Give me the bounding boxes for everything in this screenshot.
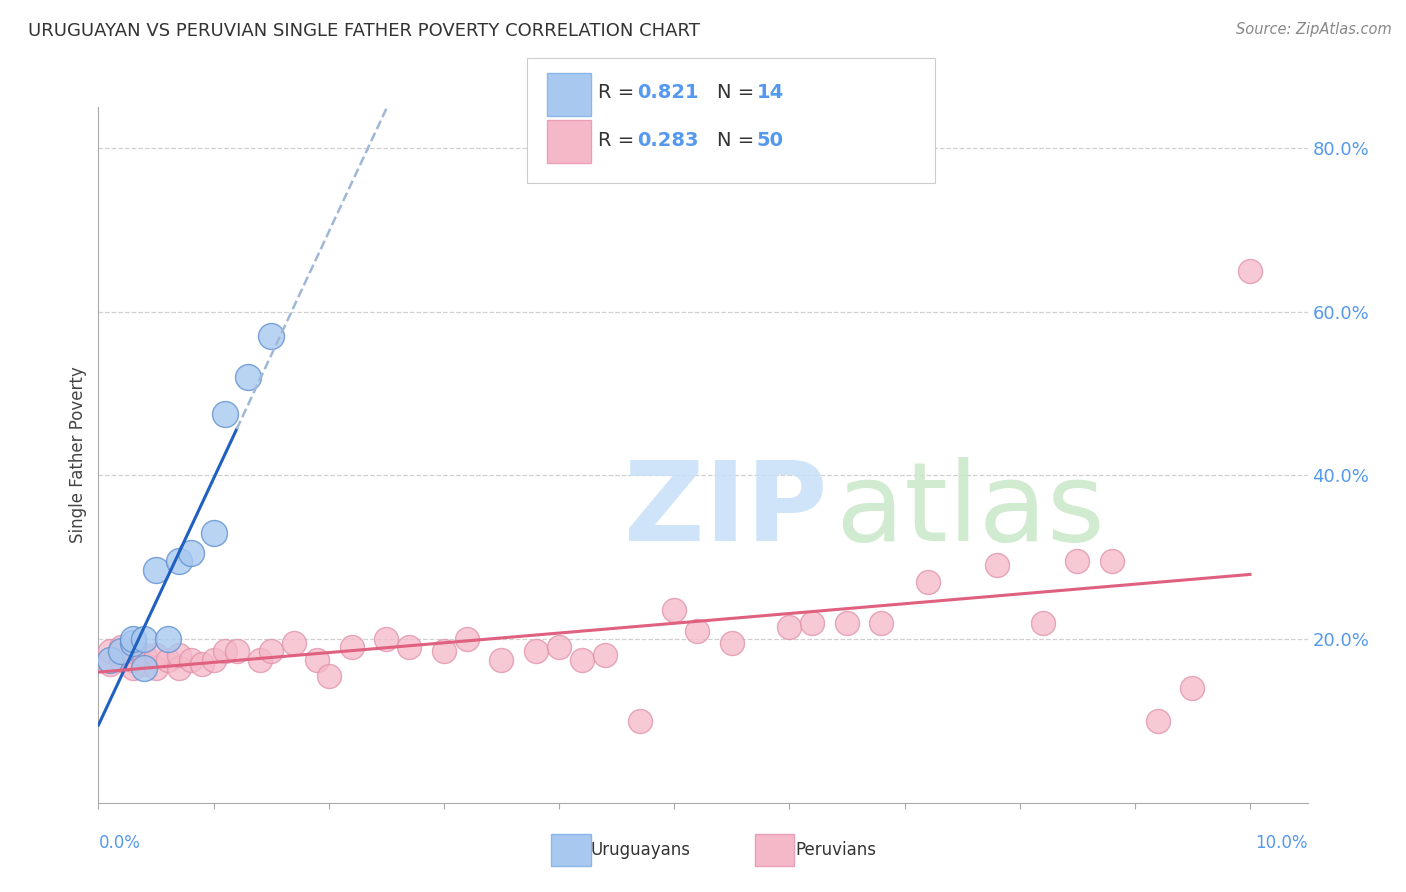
Point <box>122 632 145 646</box>
Point <box>491 652 513 666</box>
Point <box>433 644 456 658</box>
Point <box>375 632 398 646</box>
Point <box>249 652 271 666</box>
Point <box>98 657 121 671</box>
Text: Peruvians: Peruvians <box>796 841 877 859</box>
Point <box>134 632 156 646</box>
Point <box>134 648 156 663</box>
Point <box>122 661 145 675</box>
Point <box>202 652 225 666</box>
Point <box>167 648 190 663</box>
Point <box>1239 264 1261 278</box>
Point <box>1066 554 1088 568</box>
Text: 0.283: 0.283 <box>637 131 699 151</box>
Point <box>236 370 259 384</box>
Text: ZIP: ZIP <box>624 457 828 564</box>
Point <box>720 636 742 650</box>
Point <box>156 652 179 666</box>
Point <box>214 644 236 658</box>
Point <box>801 615 824 630</box>
Point <box>225 644 247 658</box>
Point <box>180 652 202 666</box>
Y-axis label: Single Father Poverty: Single Father Poverty <box>69 367 87 543</box>
Point <box>145 562 167 576</box>
Point <box>180 546 202 560</box>
Point <box>214 407 236 421</box>
Text: 50: 50 <box>756 131 783 151</box>
Point <box>318 669 340 683</box>
Point <box>110 652 132 666</box>
Point <box>202 525 225 540</box>
Text: atlas: atlas <box>624 457 1105 564</box>
Point <box>664 603 686 617</box>
Text: 14: 14 <box>756 83 783 103</box>
Point <box>398 640 420 655</box>
Text: R =: R = <box>598 131 640 151</box>
Point <box>986 558 1008 573</box>
Point <box>98 652 121 666</box>
Point <box>156 632 179 646</box>
Point <box>98 644 121 658</box>
Text: 0.0%: 0.0% <box>98 834 141 852</box>
Text: N =: N = <box>717 83 761 103</box>
Point <box>260 329 283 343</box>
Text: N =: N = <box>717 131 761 151</box>
Point <box>1181 681 1204 696</box>
Point <box>456 632 478 646</box>
Point <box>548 640 571 655</box>
Point <box>167 554 190 568</box>
Point <box>145 661 167 675</box>
Point <box>134 661 156 675</box>
Text: URUGUAYAN VS PERUVIAN SINGLE FATHER POVERTY CORRELATION CHART: URUGUAYAN VS PERUVIAN SINGLE FATHER POVE… <box>28 22 700 40</box>
Point <box>145 648 167 663</box>
Point <box>110 640 132 655</box>
Point <box>686 624 709 638</box>
Point <box>1101 554 1123 568</box>
Point <box>524 644 547 658</box>
Point <box>628 714 651 728</box>
Point <box>571 652 593 666</box>
Point <box>122 636 145 650</box>
Point <box>778 620 800 634</box>
Text: 0.821: 0.821 <box>637 83 699 103</box>
Point <box>835 615 858 630</box>
Text: Uruguayans: Uruguayans <box>591 841 690 859</box>
Point <box>122 644 145 658</box>
Point <box>122 652 145 666</box>
Point <box>110 644 132 658</box>
Point <box>283 636 305 650</box>
Text: Source: ZipAtlas.com: Source: ZipAtlas.com <box>1236 22 1392 37</box>
Point <box>870 615 893 630</box>
Point <box>191 657 214 671</box>
Point <box>260 644 283 658</box>
Point <box>917 574 939 589</box>
Point <box>1147 714 1170 728</box>
Point <box>1032 615 1054 630</box>
Text: 10.0%: 10.0% <box>1256 834 1308 852</box>
Point <box>307 652 329 666</box>
Point <box>593 648 616 663</box>
Point <box>134 657 156 671</box>
Point <box>340 640 363 655</box>
Point <box>167 661 190 675</box>
Text: R =: R = <box>598 83 640 103</box>
